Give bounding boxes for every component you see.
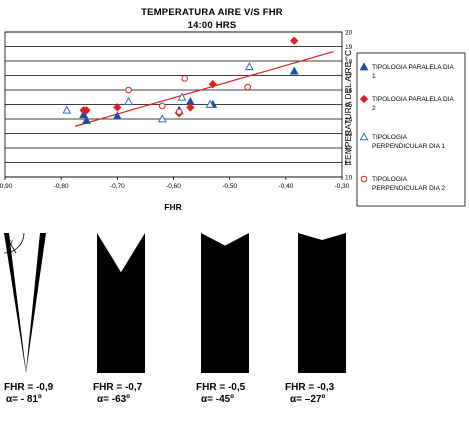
angle-arc	[3, 232, 25, 254]
legend-label: TIPOLOGIA PARALELA DIA 1	[372, 64, 455, 80]
data-point	[290, 36, 299, 45]
fhr-shape	[97, 233, 145, 373]
axis-labels: TEMPERATURA DEL AIRE °C FHR	[164, 50, 353, 212]
y-tick-label: 14	[345, 117, 353, 124]
legend-marker	[359, 94, 369, 104]
y-tick-label: 11	[345, 160, 352, 167]
trendline-line	[75, 50, 334, 127]
chart-subtitle: 14:00 HRS	[187, 20, 237, 31]
data-point	[81, 115, 91, 124]
legend-marker	[359, 62, 369, 71]
x-tick-label: -0,50	[222, 183, 237, 190]
grid-lines	[5, 31, 342, 178]
data-point	[112, 111, 122, 120]
legend-marker	[359, 132, 369, 141]
chart-title: TEMPERATURA AIRE V/S FHR	[141, 7, 283, 18]
x-tick-label: -0,30	[335, 183, 350, 190]
x-tick-label: -0,60	[166, 183, 181, 190]
data-point	[186, 103, 195, 112]
y-axis-label: TEMPERATURA DEL AIRE °C	[343, 50, 353, 165]
x-axis-label: FHR	[164, 202, 181, 212]
fhr-shape	[4, 233, 46, 373]
y-tick-label: 12	[345, 146, 353, 153]
data-point	[125, 86, 132, 94]
legend-box	[356, 52, 466, 207]
caption-fhr-1: FHR = -0,9	[4, 382, 54, 393]
data-point	[181, 75, 189, 82]
caption-alpha-2: α= -63º	[97, 394, 130, 405]
y-tick-label: 20	[345, 30, 353, 37]
tick-labels: 10 11 12 13 14 15 16 17 18 19 20 -0,90 -0,80 -0,70 -0,…	[0, 30, 353, 191]
x-tick-label: -0,70	[110, 183, 125, 190]
legend-label: TIPOLOGIA PERPENDICULAR DIA 2	[372, 176, 445, 192]
x-tick-label: -0,40	[278, 183, 293, 190]
fhr-shape	[201, 233, 249, 373]
fhr-shapes: α	[3, 232, 346, 373]
y-tick-label: 18	[345, 59, 353, 66]
angle-line	[3, 232, 17, 254]
caption-fhr-4: FHR = -0,3	[285, 382, 335, 393]
legend: TIPOLOGIA PARALELA DIA 1 TIPOLOGIA PARALEL…	[356, 52, 466, 207]
caption-alpha-3: α= -45º	[201, 394, 234, 405]
x-tick-label: -0,80	[54, 183, 69, 190]
data-point	[208, 80, 217, 89]
trendline	[75, 50, 334, 127]
data-point	[244, 83, 251, 91]
y-tick-label: 16	[345, 88, 353, 95]
data-point	[289, 66, 299, 75]
y-tick-label: 10	[345, 175, 353, 182]
y-tick-label: 13	[345, 131, 353, 138]
caption-fhr-2: FHR = -0,7	[93, 382, 143, 393]
data-point	[82, 106, 91, 115]
caption-fhr-3: FHR = -0,5	[196, 382, 246, 393]
angle-label: α	[9, 239, 13, 246]
data-point	[158, 102, 166, 110]
data-point	[175, 108, 183, 116]
data-point	[244, 62, 254, 71]
data-point	[113, 103, 122, 112]
caption-alpha-1: α= - 81º	[6, 394, 42, 405]
x-tick-label: -0,90	[0, 183, 13, 190]
axes	[4, 31, 343, 180]
fhr-shape	[298, 233, 346, 373]
y-tick-label: 15	[345, 102, 353, 109]
y-tick-label: 19	[345, 44, 353, 51]
data-point	[205, 99, 215, 108]
y-tick-label: 17	[345, 73, 353, 80]
data-points	[62, 36, 299, 124]
data-point	[157, 114, 167, 123]
data-point	[124, 96, 134, 105]
caption-alpha-4: α= –27º	[290, 394, 326, 405]
data-point	[177, 92, 187, 101]
data-point	[62, 105, 72, 114]
legend-label: TIPOLOGIA PARALELA DIA 2	[372, 96, 455, 112]
legend-label: TIPOLOGIA PERPENDICULAR DIA 1	[372, 134, 445, 150]
legend-marker	[360, 175, 368, 183]
